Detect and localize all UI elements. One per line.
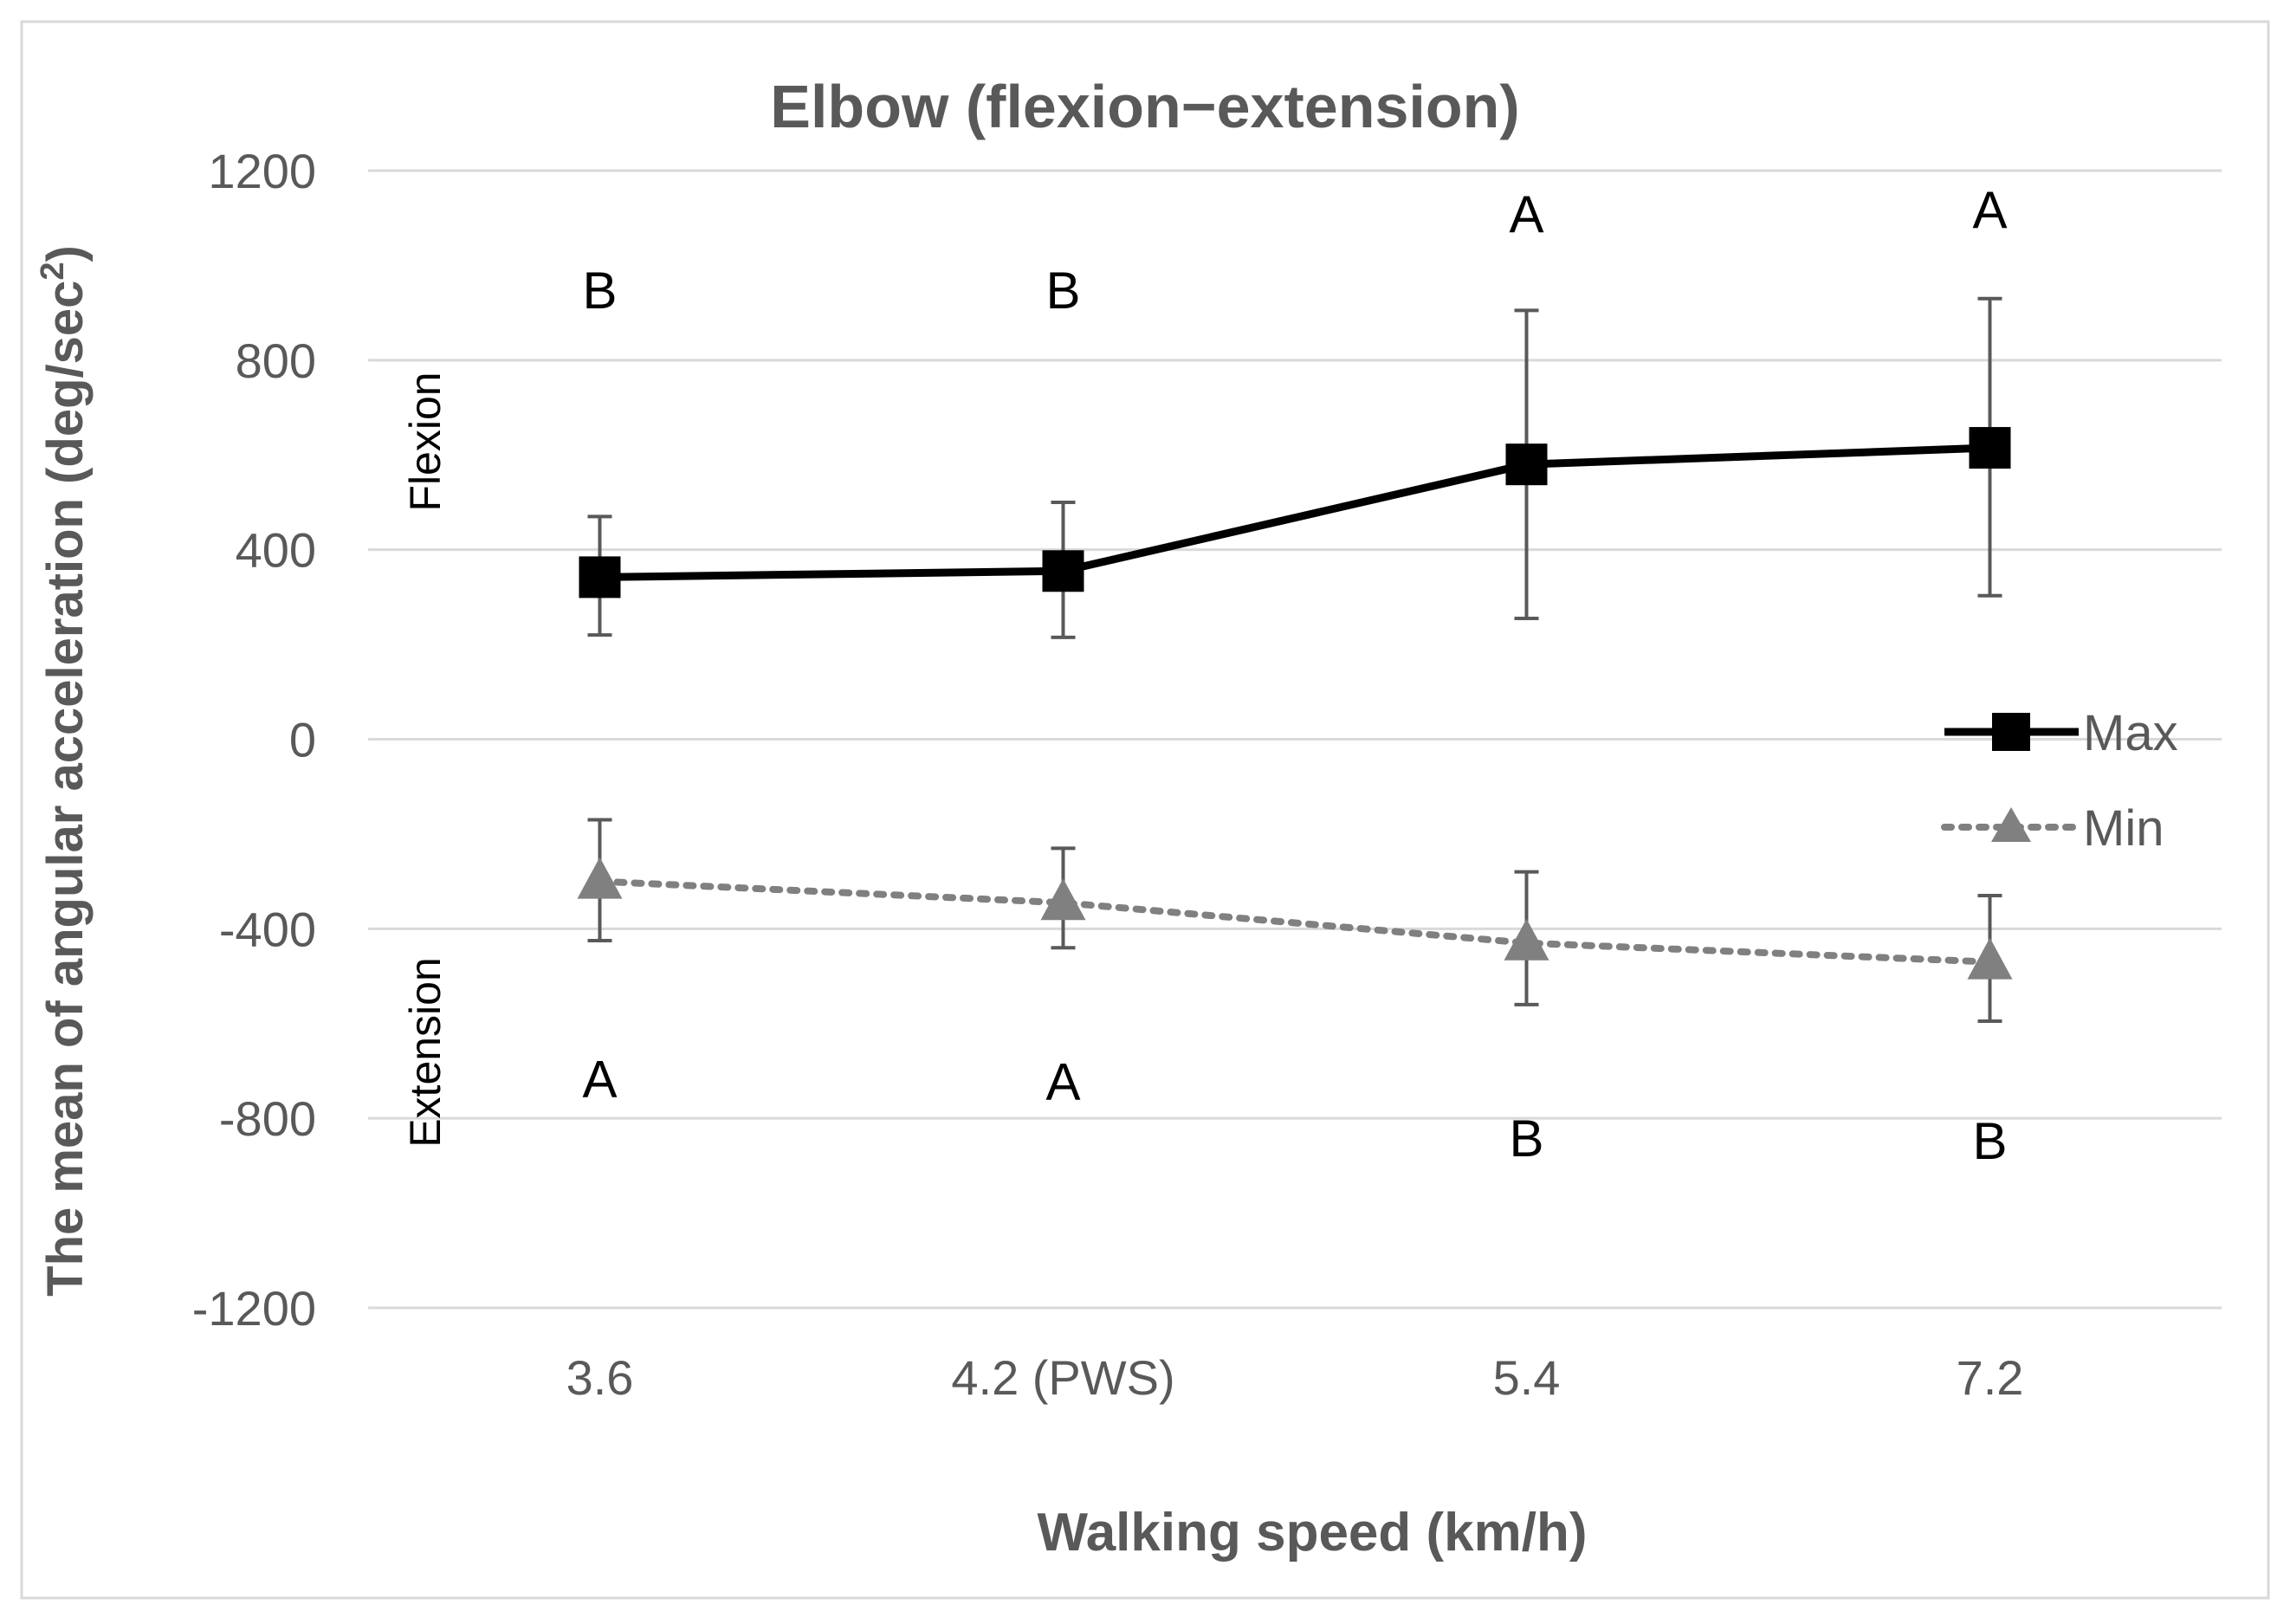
data-point-max <box>1505 443 1548 486</box>
y-tick-label: 1200 <box>208 144 316 198</box>
y-tick-label: -1200 <box>192 1281 316 1336</box>
grid-layer <box>368 169 2222 1310</box>
x-tick-label: 3.6 <box>566 1350 634 1405</box>
flexion-annotation: Flexion <box>401 372 450 511</box>
significance-letter: B <box>1045 262 1080 320</box>
series-line-min <box>596 877 1994 966</box>
series-min <box>577 818 2013 1024</box>
legend-min-marker <box>1991 807 2031 842</box>
legend-max-label: Max <box>2083 705 2178 761</box>
x-tick-label: 5.4 <box>1493 1350 1561 1405</box>
significance-letter: A <box>582 1051 617 1109</box>
data-point-min <box>1967 937 2013 980</box>
y-axis-label-close: ) <box>37 245 94 262</box>
significance-letter: A <box>1972 181 2007 239</box>
significance-letters: B B A A A A B B <box>582 181 2007 1170</box>
y-axis-label-superscript: 2 <box>35 262 71 280</box>
series-layer <box>577 296 2013 1024</box>
data-point-max <box>1042 550 1084 592</box>
significance-letter: A <box>1509 185 1543 243</box>
x-tick-label: 4.2 (PWS) <box>951 1350 1174 1405</box>
series-max <box>579 296 2011 639</box>
legend-min-label: Min <box>2083 800 2164 857</box>
data-point-max <box>1969 427 2011 469</box>
data-point-max <box>579 556 621 598</box>
data-point-min <box>1040 878 1086 921</box>
x-tick-label: 7.2 <box>1957 1350 2024 1405</box>
legend: Max Min <box>1941 705 2178 857</box>
significance-letter: B <box>1509 1110 1543 1168</box>
chart-border <box>20 20 2270 1600</box>
chart-title: Elbow (flexion−extension) <box>770 73 1519 140</box>
data-point-min <box>577 857 623 899</box>
legend-max-marker <box>1992 713 2030 751</box>
extension-annotation: Extension <box>401 957 450 1148</box>
data-point-min <box>1504 918 1549 961</box>
y-tick-label: 400 <box>236 523 316 578</box>
y-tick-labels: 1200 800 400 0 -400 -800 -1200 <box>192 144 316 1336</box>
y-tick-label: 800 <box>236 333 316 388</box>
significance-letter: B <box>582 262 617 320</box>
significance-letter: B <box>1972 1112 2007 1170</box>
y-tick-label: -800 <box>219 1091 316 1146</box>
x-tick-labels: 3.6 4.2 (PWS) 5.4 7.2 <box>566 1350 2024 1405</box>
y-axis-label-main: The mean of angular acceleration (deg/se… <box>37 281 94 1297</box>
y-tick-label: -400 <box>219 902 316 956</box>
series-line-max <box>599 443 1990 581</box>
y-tick-label: 0 <box>289 713 316 767</box>
x-axis-label: Walking speed (km/h) <box>1037 1503 1587 1563</box>
significance-letter: A <box>1045 1052 1080 1110</box>
y-axis-label: The mean of angular acceleration (deg/se… <box>35 245 94 1297</box>
